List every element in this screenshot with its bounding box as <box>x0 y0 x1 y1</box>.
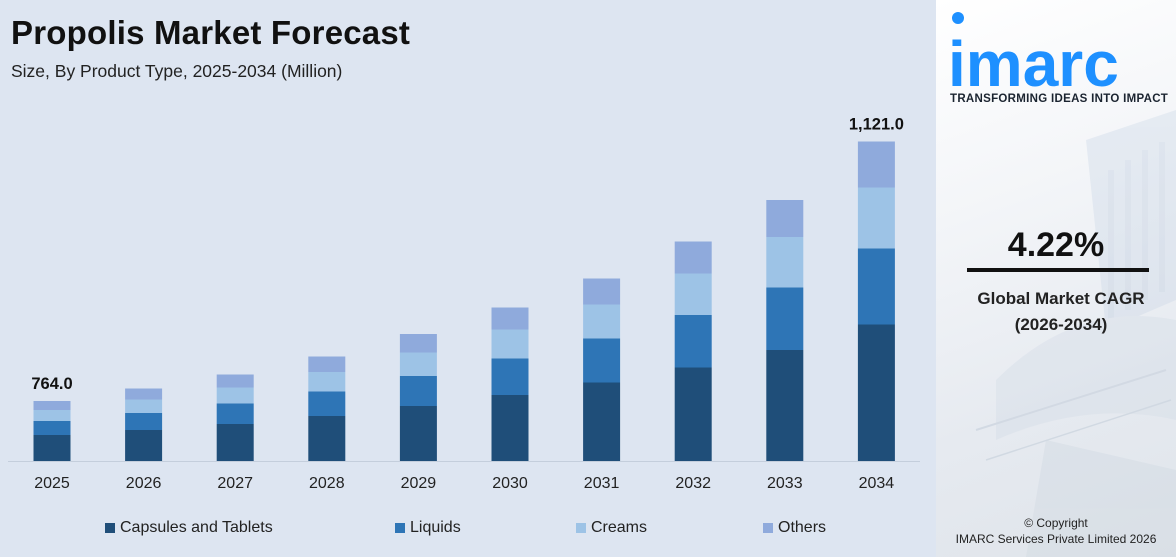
imarc-logo: imarc <box>948 12 1119 96</box>
bar-segment-2026-capsules-and-tablets <box>125 430 163 461</box>
bar-segment-2032-liquids <box>674 315 712 368</box>
bar-segment-2034-creams <box>857 187 895 249</box>
x-tick-label-2032: 2032 <box>675 475 711 492</box>
bar-segment-2028-others <box>308 356 346 372</box>
bar-segment-2029-creams <box>399 352 437 376</box>
bar-segment-2026-liquids <box>125 413 163 430</box>
copyright-line1: © Copyright <box>1024 516 1088 530</box>
bar-segment-2030-others <box>491 307 529 330</box>
x-tick-label-2027: 2027 <box>217 475 253 492</box>
bar-segment-2031-liquids <box>583 338 621 383</box>
x-tick-label-2025: 2025 <box>34 475 70 492</box>
data-label-2034: 1,121.0 <box>849 116 904 134</box>
bar-segment-2029-capsules-and-tablets <box>399 406 437 461</box>
legend-label: Others <box>778 519 827 536</box>
bar-segment-2027-others <box>216 374 254 388</box>
bar-segment-2031-creams <box>583 304 621 339</box>
bar-segment-2030-capsules-and-tablets <box>491 395 529 461</box>
bar-segment-2030-liquids <box>491 358 529 395</box>
bar-segment-2028-creams <box>308 372 346 392</box>
bar-segment-2025-creams <box>33 410 71 421</box>
legend-label: Creams <box>591 519 648 536</box>
chart-subtitle: Size, By Product Type, 2025-2034 (Millio… <box>11 61 343 81</box>
bar-segment-2034-liquids <box>857 248 895 325</box>
bar-segment-2032-creams <box>674 273 712 315</box>
bar-segment-2027-liquids <box>216 403 254 424</box>
bar-segment-2029-liquids <box>399 376 437 406</box>
bar-segment-2031-others <box>583 278 621 305</box>
x-tick-label-2030: 2030 <box>492 475 528 492</box>
legend-swatch <box>763 523 773 533</box>
bar-segment-2028-liquids <box>308 391 346 416</box>
bar-segment-2032-capsules-and-tablets <box>674 367 712 461</box>
x-tick-label-2029: 2029 <box>401 475 437 492</box>
legend-swatch <box>576 523 586 533</box>
copyright: © Copyright IMARC Services Private Limit… <box>936 515 1176 547</box>
cagr-divider <box>967 268 1149 272</box>
bar-segment-2026-others <box>125 388 163 400</box>
legend-label: Liquids <box>410 519 461 536</box>
side-panel: imarc TRANSFORMING IDEAS INTO IMPACT 4.2… <box>936 0 1176 557</box>
cagr-value: 4.22% <box>1007 226 1105 264</box>
legend-swatch <box>395 523 405 533</box>
legend-item-liquids: Liquids <box>395 519 461 537</box>
bar-chart: 2025 2026 2027 2028 2029 2030 2031 2032 2033 2034… <box>8 116 920 492</box>
bar-segment-2030-creams <box>491 329 529 359</box>
cagr-label-line2: (2026-2034) <box>1014 315 1108 334</box>
x-tick-label-2031: 2031 <box>584 475 620 492</box>
bar-segment-2034-capsules-and-tablets <box>857 324 895 461</box>
copyright-line2: IMARC Services Private Limited 2026 <box>955 532 1157 546</box>
data-label-2025: 764.0 <box>31 375 72 393</box>
bar-segment-2034-others <box>857 141 895 188</box>
bar-segment-2025-others <box>33 401 71 410</box>
bar-segment-2029-others <box>399 334 437 353</box>
bar-segment-2031-capsules-and-tablets <box>583 382 621 461</box>
bar-segment-2032-others <box>674 241 712 274</box>
bar-segment-2033-liquids <box>766 287 804 350</box>
legend-label: Capsules and Tablets <box>120 519 273 536</box>
logo-text: imarc <box>948 28 1119 96</box>
bar-segment-2033-capsules-and-tablets <box>766 350 804 461</box>
x-tick-label-2034: 2034 <box>859 475 895 492</box>
bar-segment-2026-creams <box>125 399 163 413</box>
legend-item-capsules-and-tablets: Capsules and Tablets <box>105 519 273 537</box>
chart-title: Propolis Market Forecast <box>11 14 411 51</box>
background-decoration <box>975 110 1176 557</box>
bar-segment-2033-creams <box>766 237 804 288</box>
legend-item-creams: Creams <box>576 519 647 537</box>
cagr-label-line1: Global Market CAGR <box>977 289 1145 308</box>
bar-segment-2033-others <box>766 200 804 237</box>
bar-segment-2025-capsules-and-tablets <box>33 435 71 461</box>
x-tick-label-2033: 2033 <box>767 475 803 492</box>
bar-segment-2028-capsules-and-tablets <box>308 416 346 461</box>
legend-swatch <box>105 523 115 533</box>
chart-legend: Capsules and Tablets Liquids Creams Others <box>0 519 936 541</box>
legend-item-others: Others <box>763 519 826 537</box>
bar-segment-2027-capsules-and-tablets <box>216 424 254 461</box>
chart-panel: Propolis Market Forecast Size, By Produc… <box>0 0 936 557</box>
bar-segment-2025-liquids <box>33 421 71 435</box>
x-tick-label-2028: 2028 <box>309 475 345 492</box>
bar-segment-2027-creams <box>216 387 254 404</box>
cagr-label: Global Market CAGR (2026-2034) <box>936 286 1176 338</box>
logo-tagline: TRANSFORMING IDEAS INTO IMPACT <box>950 93 1169 105</box>
x-tick-label-2026: 2026 <box>126 475 162 492</box>
